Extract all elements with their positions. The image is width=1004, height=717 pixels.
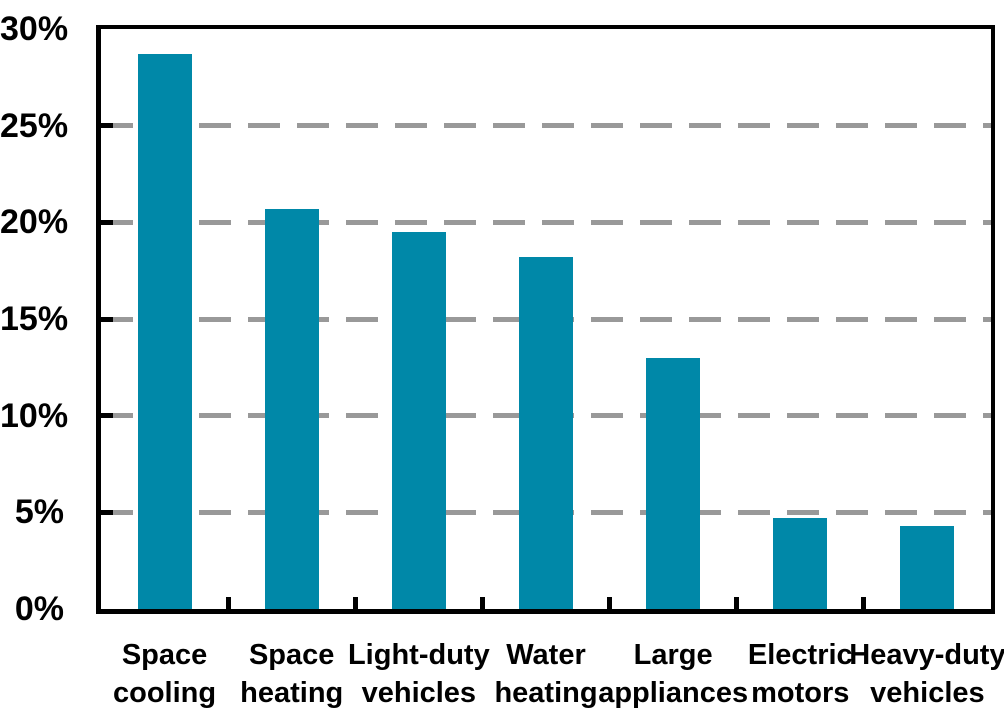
x-label-line: Water bbox=[506, 639, 586, 671]
bar-water-heating bbox=[519, 257, 573, 609]
bar-large-appliances bbox=[646, 357, 701, 609]
y-tick-label-5pct: 5% bbox=[14, 493, 64, 532]
gridline-20pct bbox=[101, 219, 991, 225]
x-category-label: Light-duty vehicles bbox=[339, 636, 499, 712]
x-axis-tick bbox=[607, 597, 613, 609]
x-label-line: cooling bbox=[113, 677, 217, 709]
x-label-line: Electric bbox=[747, 639, 853, 671]
x-axis-tick bbox=[734, 597, 740, 609]
y-tick-label-10pct: 10% bbox=[0, 396, 69, 435]
bar-heavy-duty-vehicles bbox=[900, 525, 955, 609]
y-axis-tick-10pct bbox=[101, 413, 113, 419]
gridline-25pct bbox=[101, 123, 991, 129]
y-tick-label-25pct: 25% bbox=[0, 106, 69, 145]
y-tick-label-15pct: 15% bbox=[0, 300, 69, 338]
x-label-line: Space bbox=[248, 639, 335, 671]
x-category-label: Heavy-duty vehicles bbox=[847, 636, 1004, 712]
y-axis-tick-15pct bbox=[101, 316, 113, 322]
y-axis-labels: 0% 5% 10% 15% 20% 25% 30% bbox=[0, 0, 69, 717]
x-axis-tick bbox=[225, 597, 231, 609]
x-label-line: appliances bbox=[598, 677, 749, 709]
x-label-line: motors bbox=[751, 677, 850, 709]
x-label-line: Light-duty bbox=[347, 639, 490, 671]
x-label-line: vehicles bbox=[870, 677, 985, 709]
bar-space-heating bbox=[264, 208, 319, 609]
x-label-line: Space bbox=[121, 639, 208, 671]
y-tick-label-20pct: 20% bbox=[0, 203, 69, 242]
bar-electric-motors bbox=[773, 518, 828, 609]
y-axis-tick-5pct bbox=[101, 509, 113, 515]
plot-area bbox=[96, 25, 995, 614]
x-label-line: vehicles bbox=[361, 677, 477, 709]
y-axis-tick-20pct bbox=[101, 219, 113, 225]
y-axis-tick-25pct bbox=[101, 123, 113, 129]
x-label-line: Large bbox=[633, 639, 713, 671]
x-label-line: heating bbox=[240, 677, 344, 709]
x-label-line: Heavy-duty bbox=[849, 639, 1004, 671]
x-axis-tick bbox=[479, 597, 485, 609]
x-axis-tick bbox=[352, 597, 358, 609]
x-label-line: heating bbox=[494, 677, 598, 709]
x-category-label: Space cooling bbox=[85, 636, 245, 712]
x-category-label: Water heating bbox=[466, 636, 626, 712]
bar-space-cooling bbox=[137, 54, 192, 609]
y-tick-label-0pct: 0% bbox=[14, 590, 64, 628]
x-category-label: Space heating bbox=[212, 636, 372, 712]
x-category-label: Electric motors bbox=[720, 636, 880, 712]
x-category-label: Large appliances bbox=[593, 636, 753, 712]
y-tick-label-30pct: 30% bbox=[0, 10, 69, 48]
x-axis-tick bbox=[861, 597, 867, 609]
bar-light-duty-vehicles bbox=[391, 232, 446, 609]
